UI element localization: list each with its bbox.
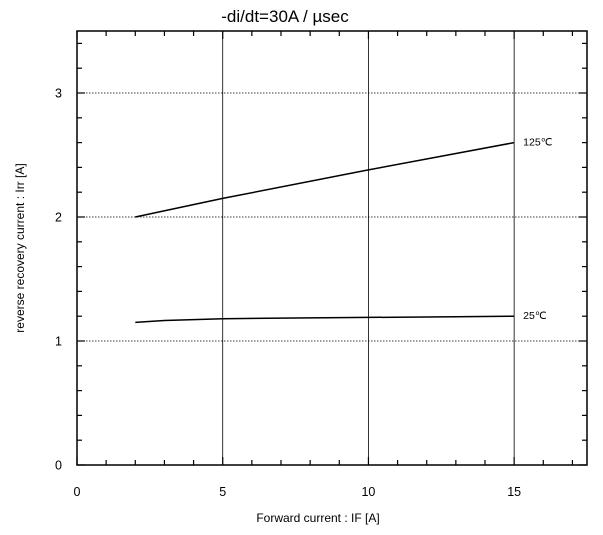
series-line-0 xyxy=(135,141,515,218)
series-label-1: 25℃ xyxy=(523,310,547,322)
x-tick-label: 0 xyxy=(74,485,81,499)
y-tick-label: 0 xyxy=(55,459,62,473)
y-axis-label: reverse recovery current : Irr [A] xyxy=(13,163,27,332)
tick-labels: 0 5 10 15 0 1 2 3 xyxy=(55,87,521,500)
series-line-1 xyxy=(135,315,515,324)
x-tick-label: 10 xyxy=(361,485,375,499)
x-tick-label: 5 xyxy=(219,485,226,499)
chart-title: -di/dt=30A / µsec xyxy=(221,7,349,26)
x-tick-label: 15 xyxy=(507,485,521,499)
y-tick-label: 3 xyxy=(55,87,62,101)
plot-frame xyxy=(76,30,588,466)
y-tick-label: 2 xyxy=(55,211,62,225)
x-axis-label: Forward current : IF [A] xyxy=(256,511,379,525)
axis-ticks xyxy=(76,31,587,466)
series-group: 125℃ 25℃ xyxy=(135,137,553,324)
grid xyxy=(77,31,587,465)
y-tick-label: 1 xyxy=(55,335,62,349)
series-label-0: 125℃ xyxy=(523,137,553,149)
